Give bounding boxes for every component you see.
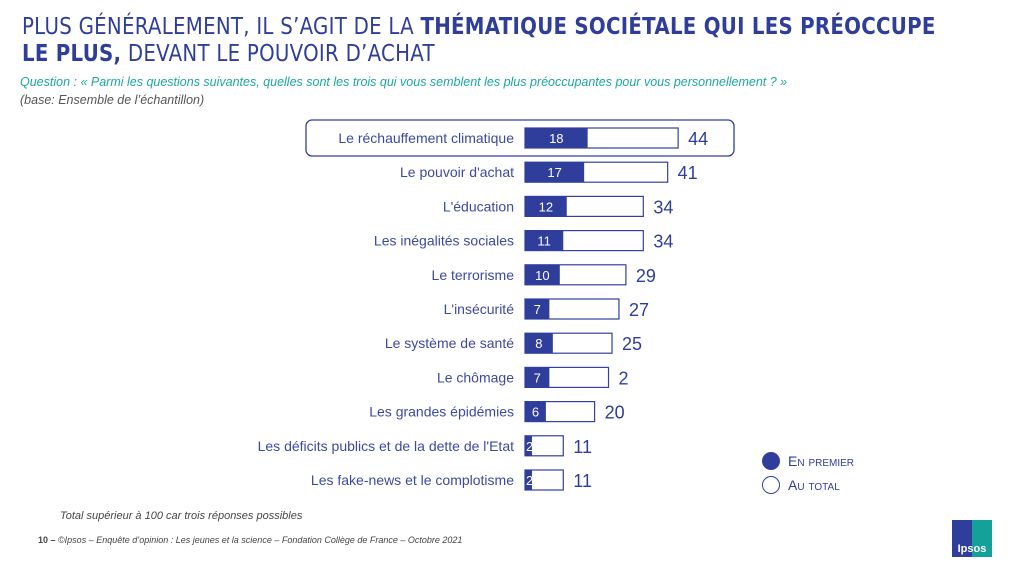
bar-first <box>525 162 585 183</box>
value-first: 2 <box>526 439 533 454</box>
category-label: Le terrorisme <box>432 267 515 283</box>
category-label: Les grandes épidémies <box>369 404 514 420</box>
ipsos-logo: Ipsos <box>952 520 992 557</box>
note: Total supérieur à 100 car trois réponses… <box>60 510 303 522</box>
footer: 10 – ©Ipsos – Enquête d’opinion : Les je… <box>38 535 463 545</box>
bar-first <box>525 299 550 319</box>
value-total: 34 <box>653 232 673 252</box>
value-total: 11 <box>573 471 592 491</box>
legend-total-label: Au total <box>788 477 840 493</box>
bar-first <box>525 435 532 456</box>
value-total: 27 <box>629 300 649 320</box>
bar-first <box>525 264 560 285</box>
value-total: 41 <box>678 163 698 183</box>
value-total: 2 <box>619 368 629 388</box>
value-first: 8 <box>535 336 542 351</box>
legend-first: En premier <box>762 452 854 470</box>
value-first: 6 <box>532 405 539 420</box>
value-first: 7 <box>534 302 541 317</box>
legend-empty-dot-icon <box>762 476 780 494</box>
bar-first <box>525 401 546 422</box>
page-title: PLUS GÉNÉRALEMENT, IL S’AGIT DE LA THÉMA… <box>22 14 936 67</box>
bar-first <box>525 367 550 388</box>
bar-first <box>525 196 567 217</box>
category-label: Le pouvoir d'achat <box>400 164 514 180</box>
highlight-box <box>305 119 735 157</box>
value-total: 34 <box>653 197 673 217</box>
question-text: Question : « Parmi les questions suivant… <box>20 75 788 89</box>
value-total: 44 <box>688 129 708 149</box>
category-label: Le chômage <box>437 369 514 385</box>
value-total: 25 <box>622 334 642 354</box>
category-label: Les fake-news et le complotisme <box>311 472 514 488</box>
bar-first <box>525 230 564 251</box>
value-total: 11 <box>573 437 592 457</box>
value-first: 18 <box>549 131 563 146</box>
value-first: 7 <box>534 370 541 385</box>
legend-total: Au total <box>762 476 840 494</box>
legend-filled-dot-icon <box>762 452 780 470</box>
category-label: L'insécurité <box>444 301 515 317</box>
value-first: 10 <box>535 268 549 283</box>
legend-first-label: En premier <box>788 453 855 469</box>
value-first: 12 <box>539 199 553 214</box>
category-label: L'éducation <box>443 198 514 214</box>
value-first: 2 <box>526 473 533 488</box>
base-text: (base: Ensemble de l’échantillon) <box>20 93 205 107</box>
value-total: 20 <box>605 403 625 423</box>
bar-first <box>525 470 532 490</box>
value-first: 11 <box>537 234 551 249</box>
bar-first <box>525 128 588 148</box>
category-label: Les inégalités sociales <box>374 233 514 249</box>
bar-first <box>525 333 553 354</box>
category-label: Le réchauffement climatique <box>338 130 514 146</box>
value-total: 29 <box>636 266 656 286</box>
category-label: Les déficits publics et de la dette de l… <box>258 438 514 454</box>
category-label: Le système de santé <box>385 335 514 351</box>
value-first: 17 <box>547 165 561 180</box>
